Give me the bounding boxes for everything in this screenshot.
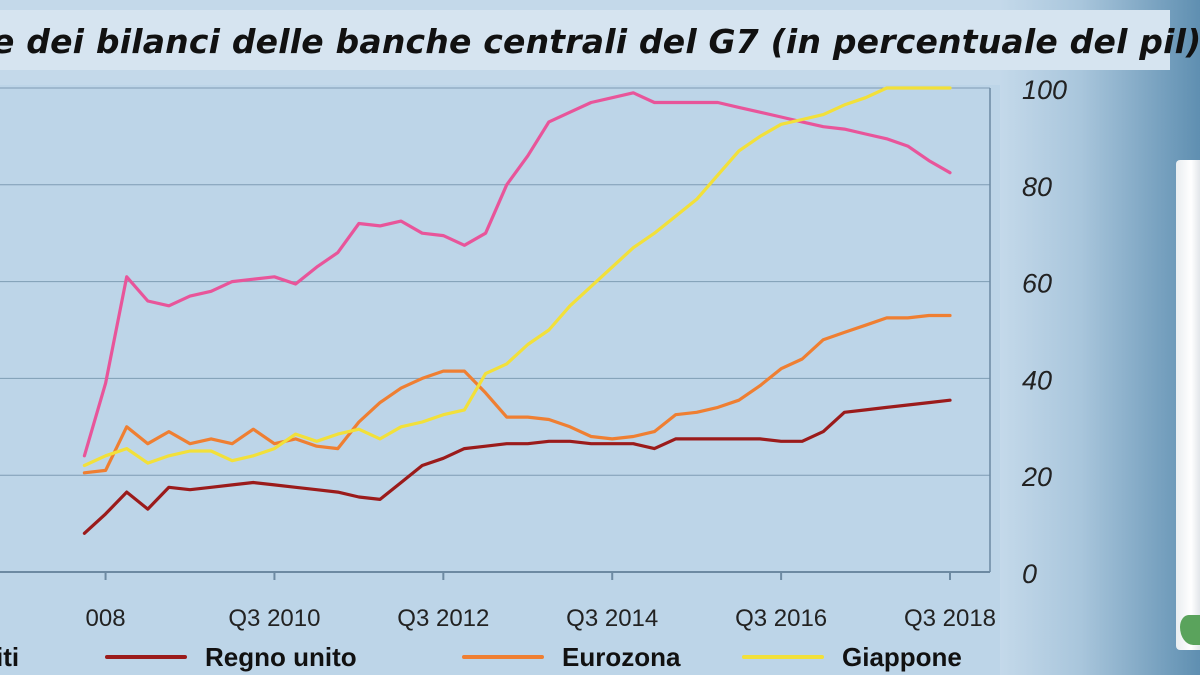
x-tick-label: Q3 2018: [904, 605, 996, 632]
decorative-leaf: [1180, 615, 1200, 645]
x-tick-label: Q3 2010: [228, 605, 320, 632]
y-tick-label: 20: [1021, 462, 1052, 492]
legend-item-1: Regno unito: [105, 640, 357, 674]
series-line-giappone: [82, 86, 952, 468]
title-bar: e dei bilanci delle banche centrali del …: [0, 10, 1200, 70]
x-tick-label: Q3 2014: [566, 605, 658, 632]
legend-swatch: [105, 655, 187, 659]
series-line-iti: [82, 91, 952, 458]
background-photo-area: [1000, 0, 1200, 675]
legend-swatch: [462, 655, 544, 659]
y-tick-label: 100: [1022, 75, 1067, 105]
legend-swatch: [742, 655, 824, 659]
x-tick-label: 008: [86, 605, 126, 632]
decorative-pole: [1176, 160, 1200, 650]
plot-background: [0, 85, 1000, 675]
legend-label: Regno unito: [205, 641, 357, 672]
legend-item-3: Giappone: [742, 640, 962, 674]
legend-item-2: Eurozona: [462, 640, 680, 674]
axes: [0, 88, 991, 580]
y-tick-label: 60: [1022, 269, 1052, 299]
legend-label: Eurozona: [562, 641, 681, 672]
x-tick-label: Q3 2012: [397, 605, 489, 632]
chart-title: e dei bilanci delle banche centrali del …: [0, 22, 1200, 61]
series-line-regno-unito: [82, 398, 952, 535]
series-line-eurozona: [82, 313, 952, 475]
tick-labels: 0 20 40 60 80 100 008 Q3 2010 Q3 2012 Q3 2014 Q3 2…: [86, 75, 1068, 632]
legend-label: iti: [0, 641, 20, 672]
y-tick-label: 0: [1022, 559, 1037, 589]
legend-item-0: iti: [0, 640, 19, 674]
y-tick-label: 40: [1022, 365, 1052, 395]
y-tick-label: 80: [1022, 172, 1052, 202]
legend-label: Giappone: [842, 641, 962, 672]
x-tick-label: Q3 2016: [735, 605, 827, 632]
series-lines: [82, 86, 952, 535]
grid-lines: [0, 87, 990, 476]
